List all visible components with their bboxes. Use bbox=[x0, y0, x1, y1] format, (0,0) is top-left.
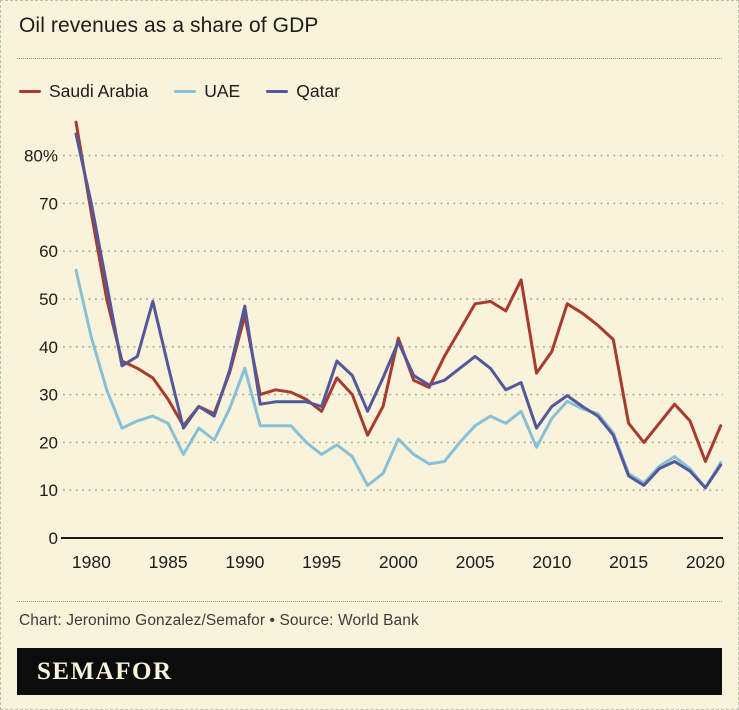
y-axis-tick-label: 20 bbox=[39, 433, 58, 452]
x-axis-tick-label: 1990 bbox=[225, 552, 264, 572]
x-axis-tick-label: 2005 bbox=[456, 552, 495, 572]
legend-label: Saudi Arabia bbox=[49, 81, 149, 101]
series-line-saudi-arabia bbox=[74, 120, 723, 463]
legend-label: Qatar bbox=[296, 81, 341, 101]
footer-separator bbox=[17, 601, 722, 602]
y-axis-tick-label: 10 bbox=[39, 481, 58, 500]
series-line-qatar bbox=[74, 132, 723, 490]
x-axis-tick-label: 2000 bbox=[379, 552, 418, 572]
y-axis-tick-label: 70 bbox=[39, 194, 58, 213]
chart-credit: Chart: Jeronimo Gonzalez/Semafor • Sourc… bbox=[19, 612, 419, 629]
y-axis-tick-label: 0 bbox=[49, 529, 58, 548]
legend-item-qatar: Qatar bbox=[266, 81, 340, 102]
x-axis-tick-label: 1980 bbox=[72, 552, 111, 572]
y-axis-tick-label: 50 bbox=[39, 290, 58, 309]
y-axis-tick-label: 60 bbox=[39, 242, 58, 261]
legend-item-uae: UAE bbox=[174, 81, 240, 102]
legend-item-saudi-arabia: Saudi Arabia bbox=[19, 81, 148, 102]
x-axis-tick-label: 2015 bbox=[609, 552, 648, 572]
y-axis-tick-label: 40 bbox=[39, 338, 58, 357]
x-axis-tick-label: 2020 bbox=[686, 552, 725, 572]
series-line-uae bbox=[74, 268, 723, 490]
brand-bar: SEMAFOR bbox=[17, 648, 722, 695]
x-axis-tick-label: 2010 bbox=[532, 552, 571, 572]
line-chart-canvas: 0 10 20 30 40 50 60 70 80% 1980 1985 1990 1995 2000 20… bbox=[24, 120, 725, 572]
y-axis-tick-label: 80% bbox=[24, 147, 58, 166]
x-axis-tick-label: 1985 bbox=[149, 552, 188, 572]
page-title: Oil revenues as a share of GDP bbox=[19, 14, 319, 37]
legend-swatch-uae-icon bbox=[174, 89, 197, 94]
title-separator bbox=[17, 58, 722, 59]
legend: Saudi Arabia UAE Qatar bbox=[19, 81, 340, 102]
x-axis-tick-label: 1995 bbox=[302, 552, 341, 572]
y-axis-tick-label: 30 bbox=[39, 386, 58, 405]
legend-label: UAE bbox=[204, 81, 241, 101]
legend-swatch-saudi-arabia-icon bbox=[19, 89, 41, 94]
semafor-logo: SEMAFOR bbox=[37, 657, 173, 685]
legend-swatch-qatar-icon bbox=[266, 89, 289, 94]
